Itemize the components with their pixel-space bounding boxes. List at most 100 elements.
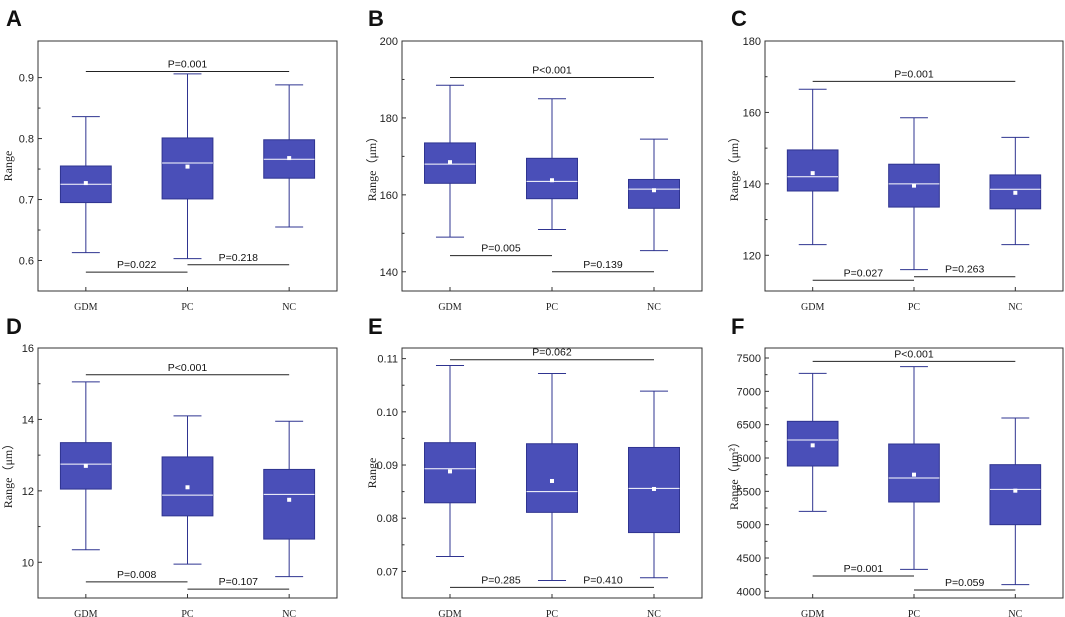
box-gdm xyxy=(424,365,476,558)
y-tick-label: 0.08 xyxy=(377,513,398,525)
mean-marker xyxy=(1013,190,1018,195)
x-category-label: PC xyxy=(181,302,194,313)
mean-marker xyxy=(1013,488,1018,493)
y-tick-label: 180 xyxy=(743,36,761,48)
y-tick-label: 0.7 xyxy=(19,195,34,207)
p-value-label: P=0.005 xyxy=(481,243,521,255)
y-tick-label: 0.9 xyxy=(19,73,34,85)
y-tick-label: 180 xyxy=(380,113,398,125)
box-nc xyxy=(263,84,316,228)
box-gdm xyxy=(424,84,476,238)
y-tick-label: 140 xyxy=(380,267,398,279)
y-tick-label: 14 xyxy=(22,414,34,426)
box-nc xyxy=(628,138,680,252)
mean-marker xyxy=(550,478,554,483)
y-axis-label: Range（μm） xyxy=(365,131,379,201)
comparison-bracket: P=0.001 xyxy=(812,563,914,577)
mean-marker xyxy=(448,160,452,165)
p-value-label: P=0.285 xyxy=(481,574,521,586)
y-tick-label: 4000 xyxy=(737,586,761,598)
y-tick-label: 140 xyxy=(743,179,761,191)
comparison-bracket: P=0.410 xyxy=(552,574,654,588)
box-pc xyxy=(161,415,214,565)
panel-letter: D xyxy=(6,314,22,339)
iqr-box xyxy=(59,442,112,490)
p-value-label: P=0.008 xyxy=(117,569,157,581)
box-nc xyxy=(263,420,316,578)
comparison-bracket: P=0.008 xyxy=(85,569,188,583)
x-category-label: NC xyxy=(647,609,661,617)
y-axis-label: Range xyxy=(1,151,15,182)
x-category-label: PC xyxy=(908,609,921,617)
comparison-bracket: P=0.218 xyxy=(187,252,290,266)
y-tick-label: 0.10 xyxy=(377,407,398,419)
panel-f: F 4000 4500 5000 5500 6000 6500 7000 7500 Range（μ… xyxy=(727,314,1064,617)
p-value-label: P=0.001 xyxy=(894,68,934,80)
y-tick-label: 0.6 xyxy=(19,256,34,268)
p-value-label: P=0.001 xyxy=(844,563,884,575)
iqr-box xyxy=(786,149,839,192)
mean-marker xyxy=(287,497,292,502)
y-tick-label: 120 xyxy=(743,250,761,262)
panel-letter: F xyxy=(731,314,744,339)
x-category-label: PC xyxy=(181,609,194,617)
y-tick-label: 7000 xyxy=(737,386,761,398)
box-pc xyxy=(526,98,578,230)
mean-marker xyxy=(810,443,815,448)
x-category-label: PC xyxy=(546,609,559,617)
box-pc xyxy=(526,373,578,581)
y-tick-label: 5000 xyxy=(737,520,761,532)
mean-marker xyxy=(550,178,554,183)
box-gdm xyxy=(59,116,112,254)
x-category-label: NC xyxy=(1008,609,1022,617)
y-axis-label: Range（μm） xyxy=(727,131,741,201)
mean-marker xyxy=(287,156,292,161)
comparison-bracket: P<0.001 xyxy=(85,362,290,376)
comparison-bracket: P=0.005 xyxy=(450,243,552,257)
mean-marker xyxy=(652,486,656,491)
panel-d: D 10 12 14 16 Range（μm） GDM PC NC P<0.001 P=0.008 P… xyxy=(1,314,338,617)
panel-letter: C xyxy=(731,6,747,31)
panel-letter: A xyxy=(6,6,22,31)
p-value-label: P=0.410 xyxy=(583,574,623,586)
y-axis-label: Range xyxy=(365,458,379,489)
box-gdm xyxy=(59,381,112,551)
panel-letter: E xyxy=(368,314,383,339)
p-value-label: P<0.001 xyxy=(168,362,208,374)
mean-marker xyxy=(83,463,88,468)
y-tick-label: 160 xyxy=(380,190,398,202)
x-category-label: NC xyxy=(282,302,296,313)
x-category-label: GDM xyxy=(438,302,461,313)
box-nc xyxy=(989,417,1042,586)
comparison-bracket: P=0.001 xyxy=(812,68,1016,82)
mean-marker xyxy=(185,164,190,169)
comparison-bracket: P=0.001 xyxy=(85,58,290,72)
y-tick-label: 0.09 xyxy=(377,460,398,472)
y-tick-label: 16 xyxy=(22,343,34,355)
p-value-label: P=0.022 xyxy=(117,259,157,271)
box-nc xyxy=(989,136,1042,246)
x-category-label: GDM xyxy=(74,302,97,313)
iqr-box xyxy=(526,443,578,513)
comparison-bracket: P=0.139 xyxy=(552,259,654,273)
comparison-bracket: P=0.107 xyxy=(187,576,290,590)
panel-e: E 0.07 0.08 0.09 0.10 0.11 Range GDM PC NC P=0.062… xyxy=(365,314,703,617)
x-category-label: NC xyxy=(647,302,661,313)
y-tick-label: 5500 xyxy=(737,486,761,498)
box-pc xyxy=(888,117,940,271)
y-axis-label: Range（μm²） xyxy=(727,436,741,510)
iqr-box xyxy=(263,468,316,540)
y-tick-label: 0.07 xyxy=(377,566,398,578)
y-tick-label: 12 xyxy=(22,486,34,498)
p-value-label: P=0.062 xyxy=(532,347,572,359)
p-value-label: P<0.001 xyxy=(532,65,572,77)
mean-marker xyxy=(912,472,916,477)
panel-letter: B xyxy=(368,6,384,31)
p-value-label: P=0.001 xyxy=(168,58,208,70)
box-gdm xyxy=(786,88,839,246)
p-value-label: P=0.139 xyxy=(583,259,623,271)
comparison-bracket: P=0.263 xyxy=(914,264,1016,278)
x-category-label: GDM xyxy=(438,609,461,617)
y-tick-label: 6000 xyxy=(737,453,761,465)
